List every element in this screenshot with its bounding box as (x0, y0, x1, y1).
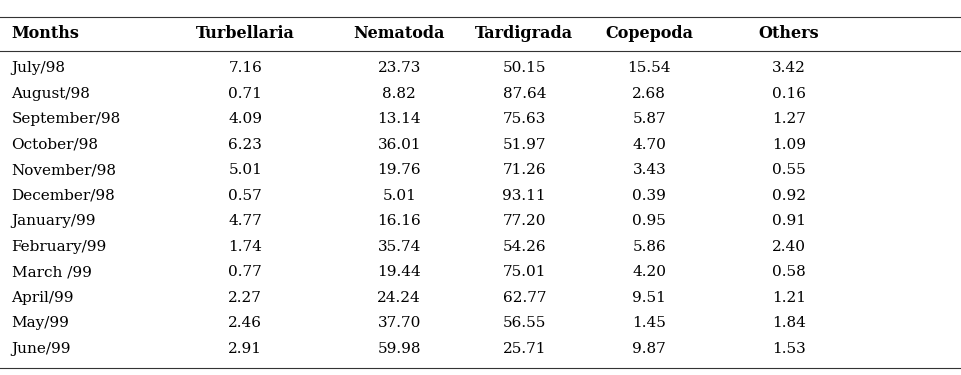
Text: 9.87: 9.87 (631, 342, 666, 356)
Text: 0.71: 0.71 (228, 87, 262, 101)
Text: 3.42: 3.42 (771, 61, 805, 75)
Text: 16.16: 16.16 (377, 214, 421, 228)
Text: 75.01: 75.01 (502, 265, 546, 279)
Text: Months: Months (12, 25, 80, 42)
Text: October/98: October/98 (12, 138, 98, 152)
Text: Others: Others (757, 25, 819, 42)
Text: 7.16: 7.16 (228, 61, 262, 75)
Text: 50.15: 50.15 (502, 61, 546, 75)
Text: 4.70: 4.70 (631, 138, 666, 152)
Text: 2.27: 2.27 (228, 291, 262, 305)
Text: December/98: December/98 (12, 189, 115, 203)
Text: 54.26: 54.26 (502, 240, 546, 254)
Text: 5.01: 5.01 (228, 163, 262, 177)
Text: 1.27: 1.27 (771, 112, 805, 126)
Text: November/98: November/98 (12, 163, 116, 177)
Text: 2.91: 2.91 (228, 342, 262, 356)
Text: 1.74: 1.74 (228, 240, 262, 254)
Text: 1.84: 1.84 (771, 316, 805, 330)
Text: 0.91: 0.91 (771, 214, 805, 228)
Text: 3.43: 3.43 (631, 163, 666, 177)
Text: 59.98: 59.98 (377, 342, 421, 356)
Text: 19.76: 19.76 (377, 163, 421, 177)
Text: April/99: April/99 (12, 291, 74, 305)
Text: 25.71: 25.71 (502, 342, 546, 356)
Text: 2.46: 2.46 (228, 316, 262, 330)
Text: 0.92: 0.92 (771, 189, 805, 203)
Text: June/99: June/99 (12, 342, 71, 356)
Text: Nematoda: Nematoda (353, 25, 445, 42)
Text: 62.77: 62.77 (502, 291, 546, 305)
Text: 8.82: 8.82 (382, 87, 416, 101)
Text: 24.24: 24.24 (377, 291, 421, 305)
Text: 0.16: 0.16 (771, 87, 805, 101)
Text: August/98: August/98 (12, 87, 90, 101)
Text: 5.86: 5.86 (631, 240, 666, 254)
Text: 1.09: 1.09 (771, 138, 805, 152)
Text: 0.39: 0.39 (631, 189, 666, 203)
Text: July/98: July/98 (12, 61, 65, 75)
Text: 0.57: 0.57 (228, 189, 262, 203)
Text: 9.51: 9.51 (631, 291, 666, 305)
Text: 56.55: 56.55 (502, 316, 546, 330)
Text: 2.40: 2.40 (771, 240, 805, 254)
Text: 4.20: 4.20 (631, 265, 666, 279)
Text: 4.09: 4.09 (228, 112, 262, 126)
Text: 37.70: 37.70 (377, 316, 421, 330)
Text: 0.58: 0.58 (771, 265, 805, 279)
Text: 0.95: 0.95 (631, 214, 666, 228)
Text: 1.53: 1.53 (771, 342, 805, 356)
Text: February/99: February/99 (12, 240, 107, 254)
Text: 35.74: 35.74 (377, 240, 421, 254)
Text: 4.77: 4.77 (228, 214, 262, 228)
Text: 19.44: 19.44 (377, 265, 421, 279)
Text: 0.55: 0.55 (771, 163, 805, 177)
Text: 93.11: 93.11 (502, 189, 546, 203)
Text: 71.26: 71.26 (502, 163, 546, 177)
Text: 6.23: 6.23 (228, 138, 262, 152)
Text: September/98: September/98 (12, 112, 121, 126)
Text: 5.87: 5.87 (632, 112, 665, 126)
Text: Tardigrada: Tardigrada (475, 25, 573, 42)
Text: 5.01: 5.01 (382, 189, 416, 203)
Text: 15.54: 15.54 (627, 61, 671, 75)
Text: 13.14: 13.14 (377, 112, 421, 126)
Text: 1.45: 1.45 (631, 316, 666, 330)
Text: 2.68: 2.68 (631, 87, 666, 101)
Text: 36.01: 36.01 (377, 138, 421, 152)
Text: Copepoda: Copepoda (604, 25, 693, 42)
Text: May/99: May/99 (12, 316, 69, 330)
Text: 23.73: 23.73 (377, 61, 421, 75)
Text: 51.97: 51.97 (502, 138, 546, 152)
Text: 0.77: 0.77 (228, 265, 262, 279)
Text: March /99: March /99 (12, 265, 91, 279)
Text: January/99: January/99 (12, 214, 96, 228)
Text: 87.64: 87.64 (502, 87, 546, 101)
Text: Turbellaria: Turbellaria (196, 25, 294, 42)
Text: 75.63: 75.63 (502, 112, 546, 126)
Text: 1.21: 1.21 (771, 291, 805, 305)
Text: 77.20: 77.20 (502, 214, 546, 228)
